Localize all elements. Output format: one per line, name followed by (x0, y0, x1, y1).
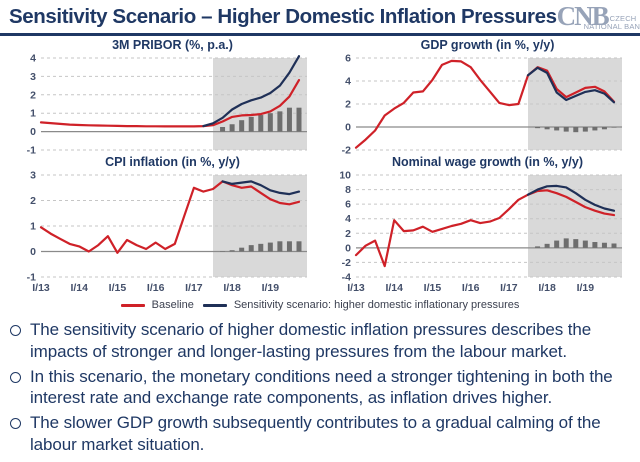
svg-text:I/19: I/19 (261, 282, 279, 294)
scenario-line-swatch-icon (202, 303, 227, 307)
chart-title: Nominal wage growth (in %, y/y) (392, 155, 583, 169)
chart-title: CPI inflation (in %, y/y) (105, 155, 240, 169)
chart-legend: Baseline Sensitivity scenario: higher do… (0, 297, 640, 313)
svg-text:-1: -1 (26, 145, 35, 156)
svg-text:I/18: I/18 (538, 282, 556, 294)
svg-text:4: 4 (30, 53, 36, 65)
bullet-text: The sensitivity scenario of higher domes… (30, 320, 592, 361)
svg-text:I/13: I/13 (32, 282, 50, 294)
circle-bullet-icon (10, 371, 21, 383)
chart-svg: -1 0 1 2 3 I/13 I/14 I/15 I/16 I/17 I/18 I/19 (26, 170, 307, 294)
bullet-text: The slower GDP growth subsequently contr… (30, 413, 601, 454)
baseline-line-swatch-icon (120, 303, 145, 307)
svg-text:2: 2 (30, 89, 36, 101)
chart-3m-pribor: -1 0 1 2 3 4 (11, 53, 317, 157)
chart-title: GDP growth (in %, y/y) (420, 38, 555, 52)
svg-text:0: 0 (30, 246, 36, 258)
page-title: Sensitivity Scenario – Higher Domestic I… (9, 5, 557, 28)
svg-text:0: 0 (30, 126, 36, 138)
svg-text:I/15: I/15 (108, 282, 126, 294)
bullet-list: The sensitivity scenario of higher domes… (0, 313, 640, 456)
svg-text:4: 4 (345, 76, 351, 88)
svg-text:-1: -1 (26, 272, 35, 284)
svg-text:10: 10 (339, 170, 351, 182)
bullet-item: The slower GDP growth subsequently contr… (10, 412, 628, 456)
chart-cell-gdp-growth: GDP growth (in %, y/y) -2 0 2 4 6 (323, 38, 634, 157)
chart-cell-nominal-wage-growth: Nominal wage growth (in %, y/y) -4 -2 0 2 4 6… (323, 155, 634, 296)
chart-svg: -1 0 1 2 3 4 (26, 53, 307, 157)
bullet-item: In this scenario, the monetary condition… (10, 366, 628, 410)
svg-text:1: 1 (30, 221, 36, 233)
chart-title: 3M PRIBOR (%, p.a.) (112, 38, 233, 52)
bullet-item: The sensitivity scenario of higher domes… (10, 319, 628, 363)
legend-item-sensitivity-scenario: Sensitivity scenario: higher domestic in… (202, 299, 520, 311)
legend-label: Baseline (151, 299, 194, 311)
legend-label: Sensitivity scenario: higher domestic in… (233, 299, 520, 311)
svg-text:3: 3 (30, 71, 36, 83)
svg-text:1: 1 (30, 108, 36, 120)
svg-text:I/17: I/17 (500, 282, 518, 294)
svg-text:2: 2 (30, 195, 36, 207)
svg-text:I/13: I/13 (347, 282, 365, 294)
svg-text:8: 8 (345, 184, 351, 196)
svg-text:0: 0 (345, 242, 351, 254)
svg-text:I/14: I/14 (385, 282, 403, 294)
charts-grid: 3M PRIBOR (%, p.a.) -1 0 1 2 3 4 GDP growth (… (0, 36, 640, 296)
chart-cell-cpi-inflation: CPI inflation (in %, y/y) -1 0 1 2 3 I/13 I/14… (8, 155, 319, 296)
circle-bullet-icon (10, 325, 21, 336)
svg-text:I/18: I/18 (223, 282, 241, 294)
svg-text:I/16: I/16 (146, 282, 164, 294)
cnb-logo-subtext: CZECH NATIONAL BANK (583, 14, 640, 31)
svg-text:-2: -2 (341, 257, 350, 269)
bullet-text: In this scenario, the monetary condition… (30, 366, 613, 408)
svg-text:0: 0 (345, 122, 351, 134)
svg-text:-2: -2 (341, 145, 350, 156)
chart-nominal-wage-growth: -4 -2 0 2 4 6 8 10 I/13 I/14 I/15 I/16 I/17 I/18 I/19 (326, 170, 632, 296)
cnb-logo-text: CNB (556, 1, 610, 31)
chart-svg: -4 -2 0 2 4 6 8 10 I/13 I/14 I/15 I/16 I/17 I/18 I/19 (339, 170, 622, 294)
svg-text:I/14: I/14 (70, 282, 88, 294)
svg-text:4: 4 (345, 213, 351, 225)
title-divider (0, 33, 640, 36)
legend-item-baseline: Baseline (120, 299, 194, 311)
header: Sensitivity Scenario – Higher Domestic I… (0, 0, 640, 33)
chart-svg: -2 0 2 4 6 (341, 53, 622, 157)
chart-cell-3m-pribor: 3M PRIBOR (%, p.a.) -1 0 1 2 3 4 (8, 38, 319, 157)
cnb-logo-icon: CNB CZECH NATIONAL BANK (557, 3, 640, 30)
svg-text:2: 2 (345, 228, 351, 240)
svg-text:6: 6 (345, 199, 351, 211)
svg-text:I/17: I/17 (185, 282, 203, 294)
chart-gdp-growth: -2 0 2 4 6 (326, 53, 632, 157)
circle-bullet-icon (10, 418, 21, 429)
svg-text:3: 3 (30, 170, 36, 182)
svg-text:I/19: I/19 (576, 282, 594, 294)
svg-text:6: 6 (345, 53, 351, 65)
svg-text:2: 2 (345, 99, 351, 111)
svg-text:I/16: I/16 (461, 282, 479, 294)
svg-text:I/15: I/15 (423, 282, 441, 294)
chart-cpi-inflation: -1 0 1 2 3 I/13 I/14 I/15 I/16 I/17 I/18 I/19 (11, 170, 317, 296)
svg-text:-4: -4 (341, 272, 350, 284)
